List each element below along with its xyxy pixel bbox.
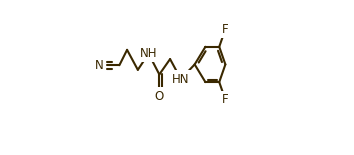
- Text: NH: NH: [140, 47, 157, 60]
- Text: O: O: [155, 90, 164, 103]
- Text: N: N: [95, 59, 104, 72]
- Text: F: F: [222, 23, 229, 36]
- Text: HN: HN: [172, 73, 190, 86]
- Text: F: F: [222, 93, 229, 106]
